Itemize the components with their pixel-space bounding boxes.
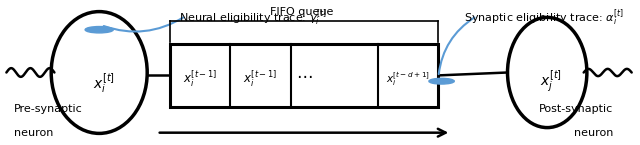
Text: Synaptic eligibility trace: $\alpha_i^{[t]}$: Synaptic eligibility trace: $\alpha_i^{[… [464, 7, 624, 28]
Text: Pre-synaptic: Pre-synaptic [14, 105, 83, 114]
Text: Post-synaptic: Post-synaptic [539, 105, 613, 114]
Text: $x_i^{[t-1]}$: $x_i^{[t-1]}$ [243, 69, 277, 89]
Circle shape [85, 27, 113, 33]
Text: $x_i^{[t-d+1]}$: $x_i^{[t-d+1]}$ [387, 70, 430, 88]
Bar [170, 44, 438, 107]
Text: neuron: neuron [573, 128, 613, 138]
Text: $\cdots$: $\cdots$ [296, 66, 312, 84]
Circle shape [429, 78, 454, 84]
Text: $x_i^{[t]}$: $x_i^{[t]}$ [93, 71, 115, 95]
Text: $x_i^{[t-1]}$: $x_i^{[t-1]}$ [183, 69, 217, 89]
Text: $x_j^{[t]}$: $x_j^{[t]}$ [540, 68, 562, 94]
Text: neuron: neuron [14, 128, 54, 138]
Text: Neural eligibility trace: $\gamma_i^{[t]}$: Neural eligibility trace: $\gamma_i^{[t]… [179, 7, 327, 28]
Text: FIFO queue: FIFO queue [270, 7, 334, 17]
